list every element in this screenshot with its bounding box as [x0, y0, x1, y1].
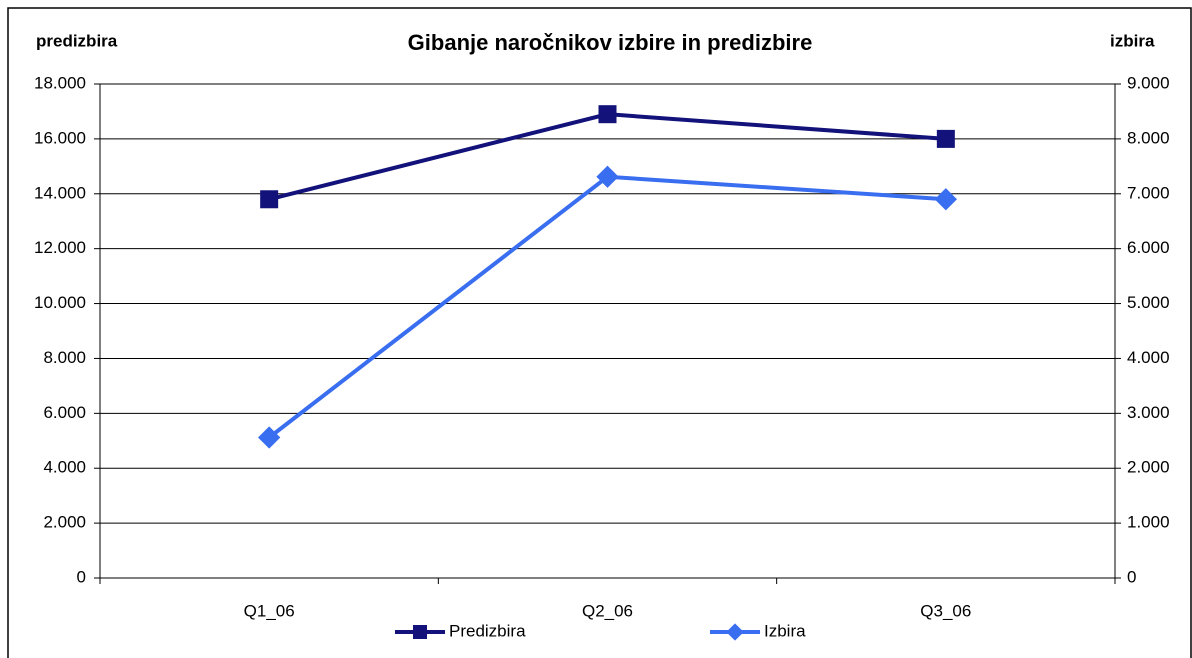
y-tick-label: 6.000	[43, 403, 86, 422]
marker	[596, 165, 619, 188]
marker	[726, 623, 744, 641]
x-tick-label: Q1_06	[244, 601, 295, 620]
y-tick-label: 12.000	[34, 238, 86, 257]
marker	[936, 129, 955, 148]
y-tick-label: 14.000	[34, 183, 86, 202]
y2-tick-label: 2.000	[1127, 458, 1170, 477]
y2-tick-label: 5.000	[1127, 293, 1170, 312]
x-tick-label: Q2_06	[582, 601, 633, 620]
y2-tick-label: 8.000	[1127, 128, 1170, 147]
y2-tick-label: 6.000	[1127, 238, 1170, 257]
y2-tick-label: 1.000	[1127, 513, 1170, 532]
y-tick-label: 8.000	[43, 348, 86, 367]
y-tick-label: 4.000	[43, 458, 86, 477]
y-axis-label: predizbira	[36, 31, 118, 50]
legend-label: Izbira	[764, 621, 806, 640]
chart-title: Gibanje naročnikov izbire in predizbire	[408, 30, 813, 55]
y2-tick-label: 9.000	[1127, 73, 1170, 92]
y-tick-label: 0	[77, 567, 86, 586]
y-tick-label: 2.000	[43, 513, 86, 532]
y2-tick-label: 0	[1127, 567, 1136, 586]
y-tick-label: 18.000	[34, 73, 86, 92]
y2-tick-label: 3.000	[1127, 403, 1170, 422]
marker	[258, 426, 281, 449]
y-tick-label: 16.000	[34, 128, 86, 147]
y2-tick-label: 4.000	[1127, 348, 1170, 367]
legend-label: Predizbira	[449, 621, 526, 640]
marker	[598, 105, 617, 124]
y2-tick-label: 7.000	[1127, 183, 1170, 202]
marker	[413, 625, 427, 639]
y2-axis-label: izbira	[1110, 31, 1155, 50]
x-tick-label: Q3_06	[920, 601, 971, 620]
marker	[260, 190, 279, 209]
y-tick-label: 10.000	[34, 293, 86, 312]
marker	[934, 188, 957, 211]
